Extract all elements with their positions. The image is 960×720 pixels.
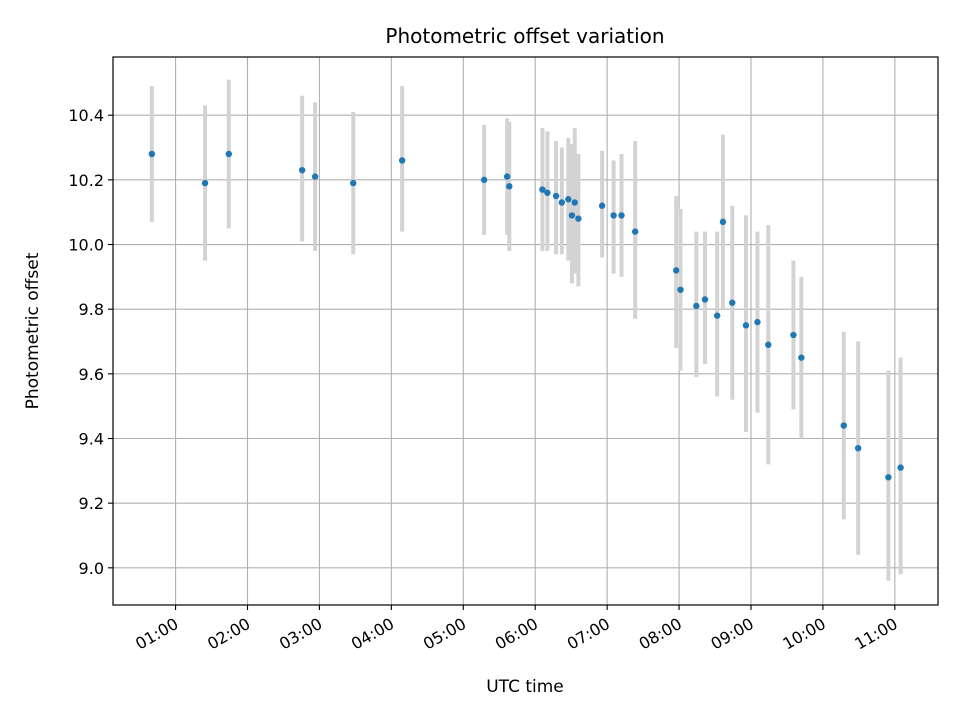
plot-frame <box>112 56 939 606</box>
data-point <box>854 444 862 452</box>
data-point <box>571 199 578 206</box>
data-point <box>765 341 772 348</box>
data-points <box>148 150 904 481</box>
data-point <box>701 296 709 303</box>
y-axis-label: Photometric offset <box>23 252 43 409</box>
data-point <box>693 302 700 310</box>
data-point <box>503 173 511 180</box>
y-axis-ticks: 9.0 9.2 9.4 9.6 9.8 10.0 10.2 10.4 <box>68 106 113 578</box>
data-point <box>840 422 847 429</box>
data-point <box>480 176 488 184</box>
data-point <box>713 312 721 319</box>
data-point <box>201 179 209 187</box>
y-tick-label: 10.2 <box>68 171 104 190</box>
data-point <box>885 474 892 481</box>
chart-title: Photometric offset variation <box>385 24 664 48</box>
x-axis-label: UTC time <box>486 677 564 697</box>
data-point <box>729 299 736 306</box>
data-point <box>618 212 625 219</box>
data-point <box>552 192 560 200</box>
data-point <box>298 166 306 174</box>
data-point <box>506 183 513 190</box>
data-point <box>544 189 551 196</box>
data-point <box>539 186 546 193</box>
data-point <box>677 286 684 293</box>
data-point <box>148 150 156 158</box>
data-point <box>311 173 319 180</box>
y-tick-label: 9.0 <box>79 559 104 578</box>
y-tick-label: 9.4 <box>79 429 104 448</box>
data-point <box>565 196 572 203</box>
data-point <box>350 179 357 187</box>
data-point <box>575 215 582 222</box>
data-point <box>568 212 576 219</box>
data-point <box>754 318 761 326</box>
data-point <box>558 199 566 206</box>
data-point <box>672 267 680 274</box>
data-point <box>598 202 606 209</box>
data-point <box>742 322 750 329</box>
data-point <box>631 228 639 235</box>
y-tick-label: 9.6 <box>79 365 104 384</box>
data-point <box>798 354 805 361</box>
data-point <box>225 150 233 158</box>
data-point <box>719 218 727 226</box>
data-point <box>790 331 797 339</box>
data-point <box>897 464 904 471</box>
y-tick-label: 10.4 <box>68 106 104 125</box>
y-tick-label: 9.8 <box>79 300 104 319</box>
data-point <box>610 212 617 219</box>
y-tick-label: 10.0 <box>68 236 104 255</box>
y-tick-label: 9.2 <box>79 494 104 513</box>
data-point <box>398 157 406 164</box>
